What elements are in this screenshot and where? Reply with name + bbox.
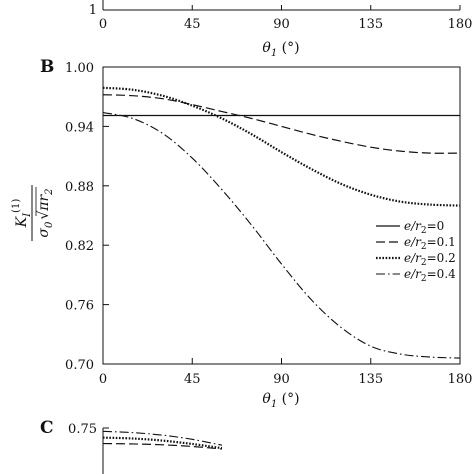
b-y-tick-label: 0.88 — [65, 180, 94, 195]
panel-b: B 0.70 0.76 0.82 0.88 0.94 1.00 0 45 90 135 180 K… — [11, 57, 472, 410]
top-x-tick-label: 135 — [358, 17, 383, 32]
legend-label-2: e/r2=0.2 — [404, 251, 456, 268]
c-series-line-2 — [102, 442, 223, 450]
panel-b-label: B — [40, 57, 54, 77]
top-x-tick-label: 45 — [184, 17, 201, 32]
y-label-numerator: KI(1) — [11, 199, 33, 229]
b-x-tick-label: 0 — [99, 372, 107, 387]
b-series-line-1 — [102, 94, 461, 154]
b-x-tick-label: 45 — [184, 372, 201, 387]
b-series-line-3 — [102, 112, 461, 359]
panel-b-x-axis-label: θ1 (°) — [262, 391, 299, 410]
b-y-tick-label: 0.82 — [65, 239, 94, 254]
top-x-tick-label: 90 — [273, 17, 290, 32]
top-y-tick-label: 1 — [89, 3, 97, 18]
b-y-tick-label: 0.94 — [65, 120, 94, 135]
b-x-tick-label: 180 — [448, 372, 473, 387]
legend-label-3: e/r2=0.4 — [404, 267, 456, 284]
b-x-tick-label: 90 — [273, 372, 290, 387]
legend-label-1: e/r2=0.1 — [404, 235, 456, 252]
b-series-line-2 — [102, 86, 461, 207]
panel-b-y-axis-label: KI(1) σ0√πr2 — [11, 185, 55, 241]
panel-c: C 0.75 — [40, 418, 223, 474]
panel-c-y-tick-label: 0.75 — [68, 422, 97, 437]
top-x-tick-label: 0 — [99, 17, 107, 32]
b-y-tick-label: 0.76 — [65, 299, 94, 314]
b-y-tick-label: 0.70 — [65, 358, 94, 373]
top-panel: 0 45 90 135 180 1 θ1 (°) — [89, 0, 473, 59]
panel-b-frame — [102, 66, 461, 365]
panel-c-label: C — [40, 418, 54, 438]
top-x-tick-label: 180 — [448, 17, 473, 32]
legend-label-0: e/r2=0 — [404, 219, 444, 236]
top-x-axis-label: θ1 (°) — [262, 40, 299, 59]
b-y-tick-label: 1.00 — [65, 61, 94, 76]
c-series-line-0 — [102, 430, 223, 446]
y-label-denominator: σ0√πr2 — [36, 188, 55, 237]
panel-b-legend: e/r2=0e/r2=0.1e/r2=0.2e/r2=0.4 — [376, 219, 456, 284]
b-x-tick-label: 135 — [358, 372, 383, 387]
c-series-line-1 — [102, 436, 223, 450]
